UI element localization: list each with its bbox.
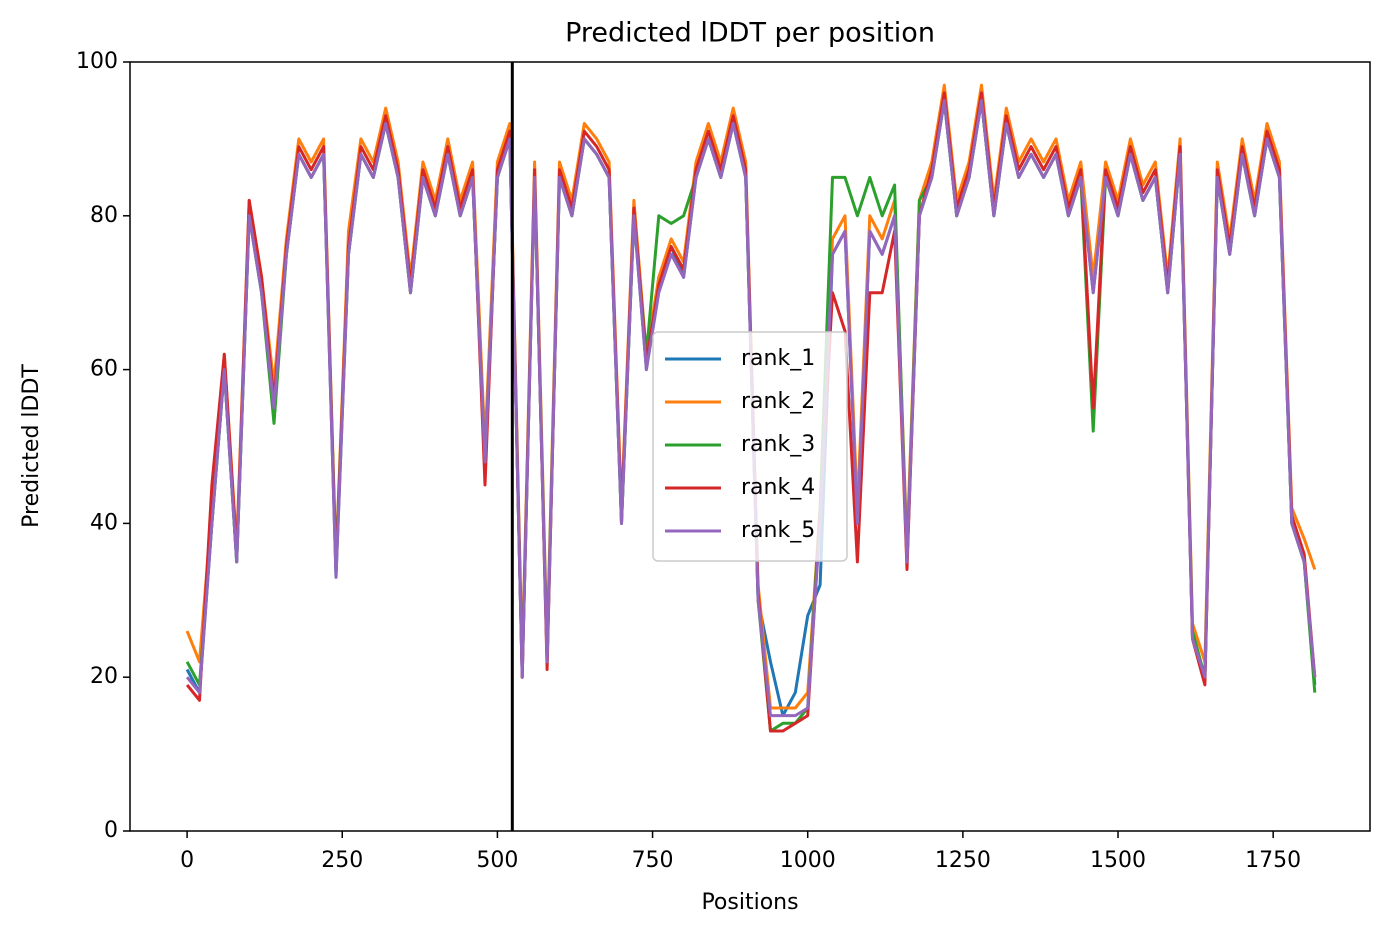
axes-frame — [129, 61, 1371, 832]
y-tick-label: 40 — [90, 510, 118, 535]
legend-label: rank_1 — [741, 346, 815, 371]
chart-title: Predicted lDDT per position — [565, 18, 935, 49]
legend-label: rank_5 — [741, 518, 815, 543]
y-tick-label: 60 — [90, 357, 118, 382]
x-tick-label: 500 — [476, 848, 518, 873]
legend: rank_1 rank_2 rank_3 rank_4 rank_5 — [652, 331, 848, 562]
legend-label: rank_4 — [741, 475, 815, 500]
y-tick-label: 100 — [76, 49, 118, 74]
x-tick-label: 1750 — [1245, 848, 1301, 873]
x-axis-label: Positions — [701, 890, 798, 915]
x-tick-label: 250 — [321, 848, 363, 873]
x-tick-label: 0 — [180, 848, 194, 873]
legend-box — [652, 331, 848, 562]
x-tick-label: 1500 — [1090, 848, 1146, 873]
y-tick-label: 80 — [90, 203, 118, 228]
x-tick-label: 1250 — [935, 848, 991, 873]
x-tick-label: 1000 — [780, 848, 836, 873]
y-tick-label: 20 — [90, 664, 118, 689]
x-tick-label: 750 — [632, 848, 674, 873]
y-axis-label: Predicted lDDT — [19, 364, 44, 528]
legend-label: rank_3 — [741, 432, 815, 457]
y-tick-label: 0 — [104, 818, 118, 843]
legend-label: rank_2 — [741, 389, 815, 414]
